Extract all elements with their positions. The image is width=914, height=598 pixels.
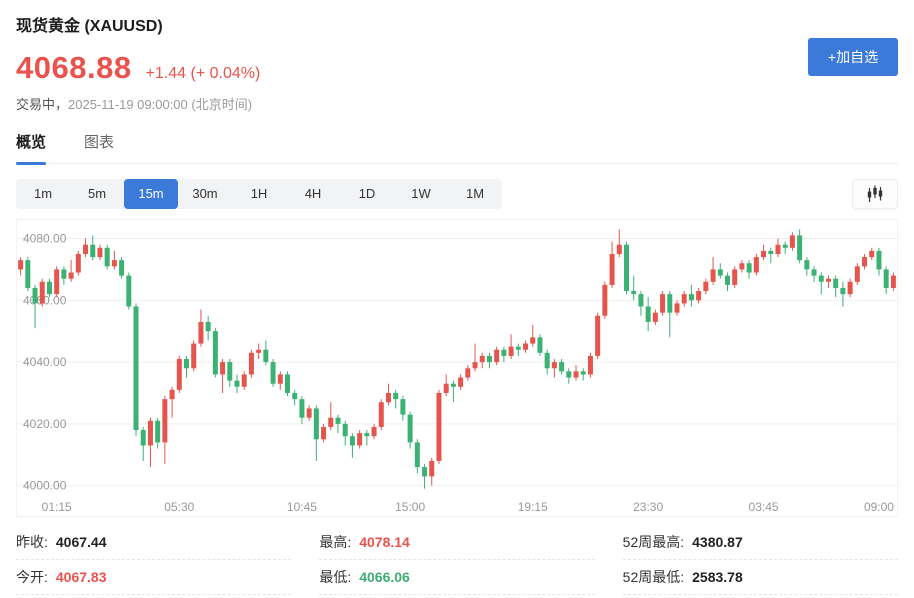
x-axis-label: 10:45 bbox=[287, 500, 317, 514]
y-axis-label: 4000.00 bbox=[23, 479, 67, 493]
stat-value: 4078.14 bbox=[359, 534, 410, 550]
timeframe-button-1d[interactable]: 1D bbox=[340, 179, 394, 209]
stat-row: 今开: 4067.83 bbox=[16, 560, 292, 595]
y-axis-label: 4060.00 bbox=[23, 293, 67, 307]
stat-label: 今开: bbox=[16, 569, 48, 585]
timeframe-button-5m[interactable]: 5m bbox=[70, 179, 124, 209]
stat-row: 52周最高: 4380.87 bbox=[622, 525, 898, 560]
x-axis-label: 01:15 bbox=[42, 500, 72, 514]
stat-value: 4067.83 bbox=[55, 569, 107, 585]
x-axis-label: 15:00 bbox=[395, 500, 425, 514]
last-price: 4068.88 bbox=[16, 50, 132, 85]
timeframe-button-1m[interactable]: 1M bbox=[448, 179, 502, 209]
stat-row: 昨收: 4067.44 bbox=[16, 525, 292, 560]
timeframe-button-1h[interactable]: 1H bbox=[232, 179, 286, 209]
stat-row: 最高: 4078.14 bbox=[319, 525, 595, 560]
stat-label: 最高: bbox=[319, 534, 352, 550]
stat-value: 4380.87 bbox=[692, 534, 743, 550]
timeframe-bar: 1m 5m 15m 30m 1H 4H 1D 1W 1M bbox=[16, 179, 502, 209]
market-status: 交易中， bbox=[16, 97, 69, 112]
tab-chart[interactable]: 图表 bbox=[84, 134, 115, 151]
stats-panel: 昨收: 4067.44 今开: 4067.83 最高: 4078.14 最低: 4066.06… bbox=[16, 525, 898, 595]
y-axis-label: 4020.00 bbox=[23, 417, 67, 431]
chart-type-button[interactable] bbox=[852, 179, 898, 209]
add-watchlist-button[interactable]: +加自选 bbox=[808, 38, 898, 76]
candlestick-chart-icon bbox=[867, 185, 883, 202]
tab-overview[interactable]: 概览 bbox=[16, 131, 47, 165]
status-row: 交易中，2025-11-19 09:00:00 (北京时间) bbox=[16, 94, 898, 113]
price-change: +1.44 (+ 0.04%) bbox=[145, 65, 261, 82]
x-axis-label: 19:15 bbox=[518, 500, 548, 514]
stats-column: 52周最高: 4380.87 52周最低: 2583.78 bbox=[622, 525, 898, 595]
timeframe-button-30m[interactable]: 30m bbox=[178, 179, 232, 209]
stat-value: 2583.78 bbox=[692, 569, 743, 585]
stat-label: 昨收: bbox=[16, 534, 48, 550]
timeframe-button-15m[interactable]: 15m bbox=[124, 179, 178, 209]
stat-row: 最低: 4066.06 bbox=[319, 560, 595, 595]
stat-value: 4066.06 bbox=[359, 569, 410, 585]
instrument-title: 现货黄金 (XAUUSD) bbox=[16, 18, 163, 35]
price-row: 4068.88 +1.44 (+ 0.04%) bbox=[16, 50, 898, 86]
stat-label: 52周最低: bbox=[622, 569, 685, 585]
tab-bar: 概览 图表 bbox=[16, 131, 898, 165]
stat-label: 最低: bbox=[319, 569, 352, 585]
quote-timestamp: 2025-11-19 09:00:00 (北京时间) bbox=[68, 97, 253, 112]
timeframe-button-1w[interactable]: 1W bbox=[394, 179, 448, 209]
timeframe-button-4h[interactable]: 4H bbox=[286, 179, 340, 209]
stat-label: 52周最高: bbox=[622, 534, 685, 550]
stats-column: 昨收: 4067.44 今开: 4067.83 bbox=[16, 525, 292, 595]
stats-column: 最高: 4078.14 最低: 4066.06 bbox=[319, 525, 595, 595]
x-axis-label: 03:45 bbox=[749, 500, 779, 514]
y-axis-label: 4040.00 bbox=[23, 355, 67, 369]
y-axis-label: 4080.00 bbox=[23, 232, 67, 246]
stat-value: 4067.44 bbox=[55, 534, 107, 550]
stat-row: 52周最低: 2583.78 bbox=[622, 560, 898, 595]
timeframe-row: 1m 5m 15m 30m 1H 4H 1D 1W 1M bbox=[16, 179, 898, 209]
price-chart: 4080.00 4060.00 4040.00 4020.00 4000.00 01:15… bbox=[17, 229, 897, 514]
x-axis-label: 23:30 bbox=[633, 500, 663, 514]
chart-area: 4080.00 4060.00 4040.00 4020.00 4000.00 01:15… bbox=[16, 219, 898, 517]
timeframe-button-1m[interactable]: 1m bbox=[16, 179, 70, 209]
x-axis-label: 05:30 bbox=[164, 500, 194, 514]
x-axis-label: 09:00 bbox=[864, 500, 894, 514]
